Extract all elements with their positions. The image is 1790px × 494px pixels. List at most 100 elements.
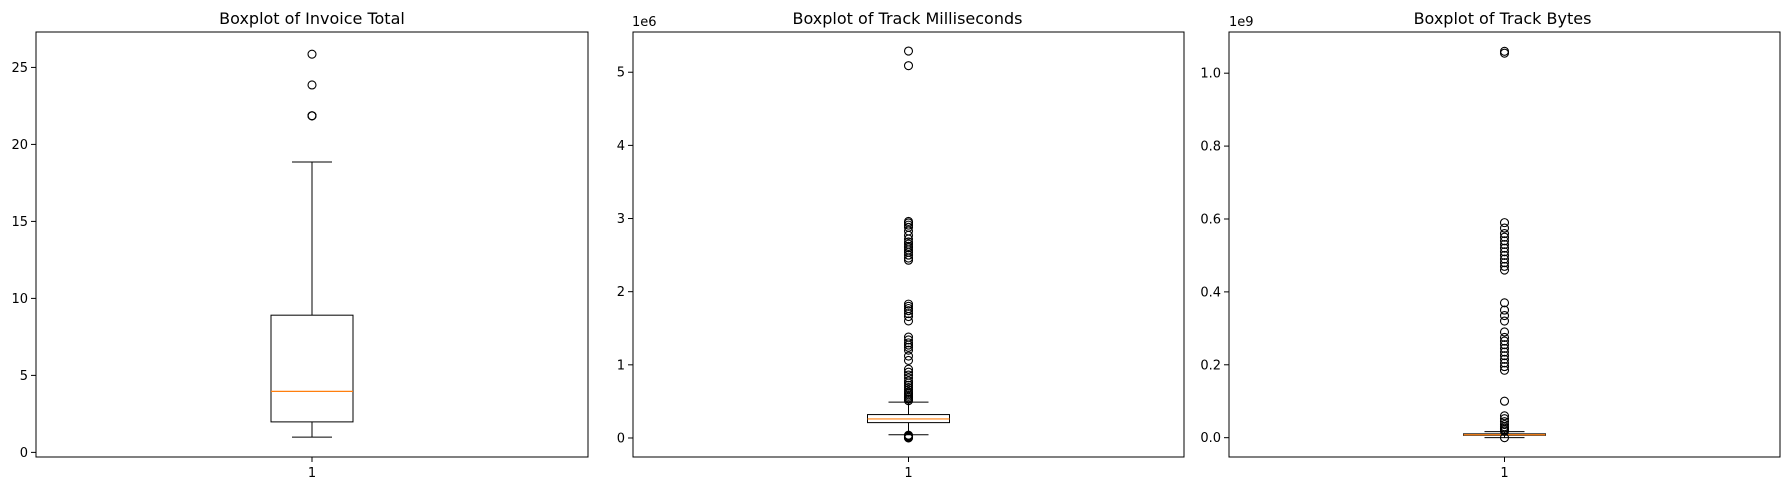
outlier-point <box>903 222 914 232</box>
outlier-point <box>903 373 914 383</box>
outlier-point <box>1499 311 1510 321</box>
outlier-point <box>903 355 914 365</box>
outlier-point <box>1499 351 1510 361</box>
outlier-point <box>1499 254 1510 264</box>
y-tick-label: 2 <box>617 285 625 300</box>
outlier-point <box>307 80 317 90</box>
outlier-point <box>903 387 914 397</box>
outlier-point <box>1499 316 1510 326</box>
box <box>270 314 354 423</box>
outlier-point <box>903 367 914 377</box>
outlier-point <box>903 345 914 355</box>
outlier-point <box>1499 46 1510 56</box>
outlier-point <box>1499 247 1510 257</box>
outlier-point <box>903 370 914 380</box>
x-tick-label: 1 <box>904 466 912 481</box>
outlier-point <box>1499 340 1510 350</box>
subplot-track-bytes: Boxplot of Track Bytes 1e9 0.00.20.40.60… <box>1200 9 1781 481</box>
outlier-point <box>1499 236 1510 246</box>
y-tick-label: 0.2 <box>1200 358 1221 373</box>
outlier-point <box>903 237 914 247</box>
outlier-point <box>903 220 914 230</box>
y-tick-label: 5 <box>617 66 625 81</box>
outlier-point <box>1499 396 1510 406</box>
y-tick-label: 5 <box>20 369 28 384</box>
y-tick-label: 0 <box>617 431 625 446</box>
y-tick-label: 1.0 <box>1200 67 1221 82</box>
outlier-point <box>1499 347 1510 357</box>
outlier-point <box>1499 258 1510 268</box>
outlier-point <box>1499 243 1510 253</box>
outlier-point <box>903 301 914 311</box>
outlier-point <box>307 49 317 59</box>
outlier-point <box>903 46 914 56</box>
y-tick-label: 20 <box>11 138 28 153</box>
y-tick-label: 0.4 <box>1200 285 1221 300</box>
y-tick-label: 0.8 <box>1200 140 1221 155</box>
outlier-point <box>1499 250 1510 260</box>
outlier-point <box>1499 327 1510 337</box>
outlier-point <box>903 430 914 440</box>
outlier-point <box>1499 298 1510 308</box>
outlier-point <box>903 376 914 386</box>
outlier-point <box>903 250 914 260</box>
x-tick-label: 1 <box>308 466 316 481</box>
outlier-point <box>903 380 914 390</box>
outlier-point <box>307 111 317 121</box>
outlier-point <box>1499 305 1510 315</box>
chart-title: Boxplot of Track Bytes <box>1414 9 1592 28</box>
outlier-point <box>1499 358 1510 368</box>
outlier-point <box>1499 354 1510 364</box>
y-tick-label: 10 <box>11 292 28 307</box>
outlier-point <box>903 299 914 309</box>
y-tick-label: 0.6 <box>1200 212 1221 227</box>
outlier-point <box>1499 362 1510 372</box>
outlier-point <box>903 364 914 374</box>
outlier-point <box>1499 332 1510 342</box>
y-tick-label: 3 <box>617 212 625 227</box>
outlier-point <box>903 385 914 395</box>
outlier-point <box>1499 343 1510 353</box>
y-tick-label: 1 <box>617 358 625 373</box>
outlier-point <box>1499 414 1510 424</box>
outlier-point <box>1499 232 1510 242</box>
subplot-track-milliseconds: Boxplot of Track Milliseconds 1e6 0 1 2 3 4 5… <box>617 9 1185 481</box>
outlier-point <box>1499 48 1510 58</box>
outlier-point <box>903 216 914 227</box>
outlier-point <box>903 382 914 393</box>
outlier-point <box>903 239 914 249</box>
outlier-point <box>903 303 914 314</box>
outlier-point <box>903 338 914 348</box>
x-tick-label: 1 <box>1500 466 1508 481</box>
outlier-point <box>1499 223 1510 233</box>
y-tick-label: 0.0 <box>1200 431 1221 446</box>
y-tick-label: 25 <box>11 61 28 76</box>
outlier-point <box>903 316 914 326</box>
plot-area: 0.0 0.2 0.4 0.6 0.8 1.0 1 <box>1200 31 1781 481</box>
outlier-point <box>903 306 914 316</box>
outlier-point <box>1499 365 1510 375</box>
outlier-point <box>903 309 914 319</box>
outlier-point <box>1499 417 1510 427</box>
y-tick-label: 4 <box>617 139 625 154</box>
outlier-point <box>903 351 914 361</box>
subplot-invoice-total: Boxplot of Invoice Total 0 5 10 15 20 25 1 <box>11 9 589 481</box>
outlier-point <box>1499 218 1510 228</box>
offset-text: 1e9 <box>1229 15 1254 30</box>
outlier-point <box>903 332 914 342</box>
outlier-point <box>903 241 914 251</box>
outlier-point <box>1499 239 1510 250</box>
outlier-point <box>1499 336 1510 346</box>
outlier-point <box>1499 261 1510 271</box>
chart-title: Boxplot of Invoice Total <box>219 9 405 28</box>
outlier-point <box>1499 420 1510 430</box>
outlier-point <box>903 342 914 352</box>
outlier-point <box>903 61 914 71</box>
outlier-point <box>1499 265 1510 275</box>
y-tick-label: 0 <box>20 446 28 461</box>
offset-text: 1e6 <box>632 15 657 30</box>
outlier-point <box>1499 411 1510 421</box>
plot-area: 0 1 2 3 4 5 1 <box>617 31 1185 481</box>
